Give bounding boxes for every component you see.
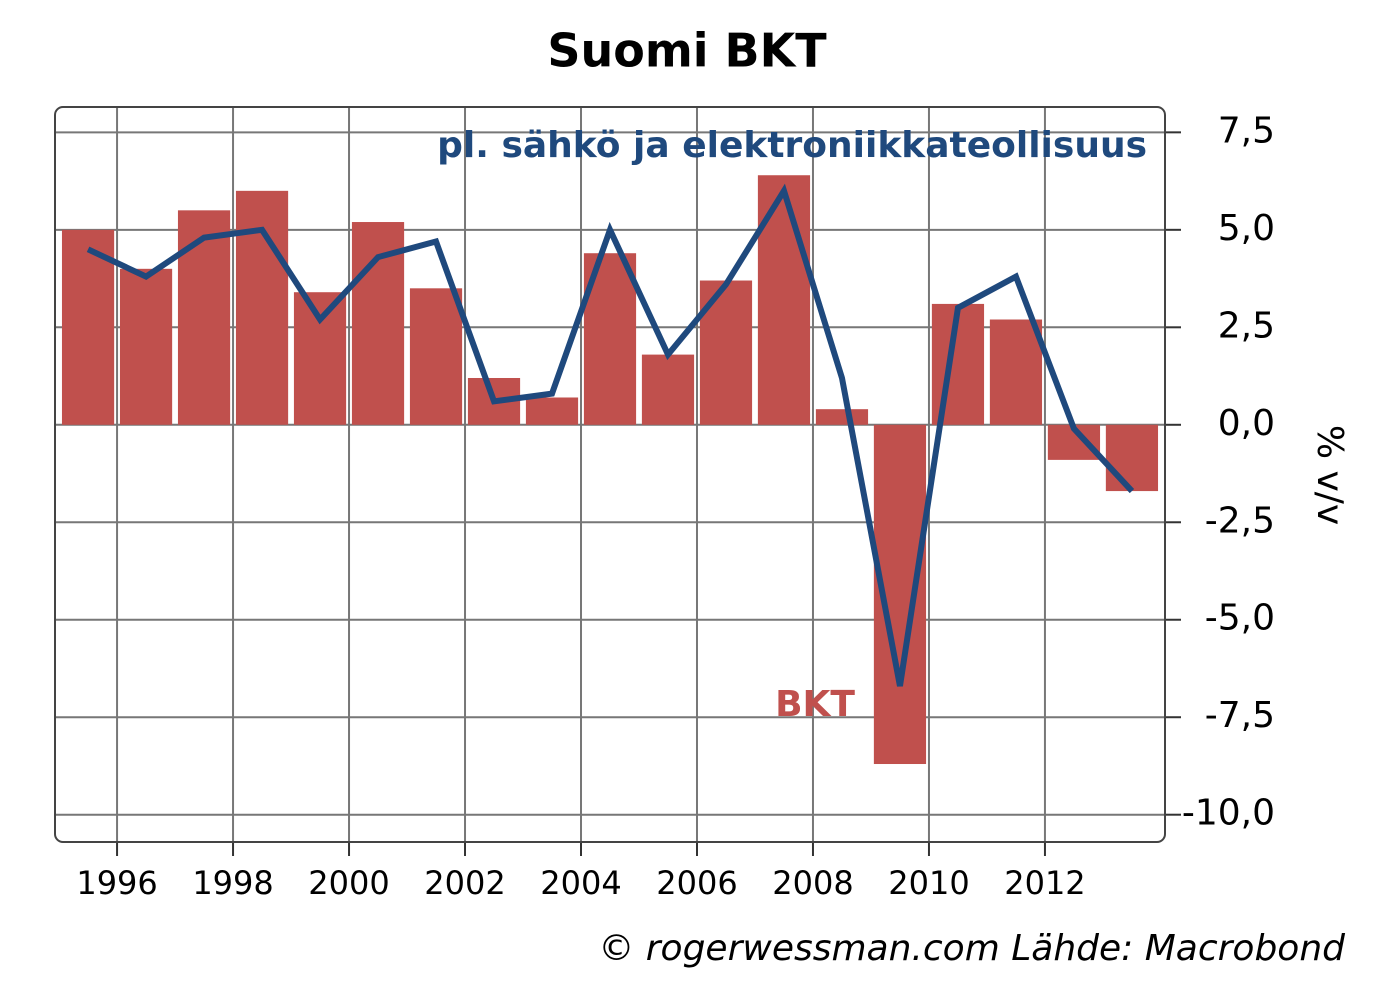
x-tick-label: 2010 xyxy=(888,864,969,902)
series-label: BKT xyxy=(775,684,855,725)
chart-title: Suomi BKT xyxy=(547,24,827,78)
y-tick-label: 7,5 xyxy=(1218,110,1275,151)
y-tick-label: -5,0 xyxy=(1205,598,1275,639)
source: © rogerwessman.com Lähde: Macrobond xyxy=(598,928,1346,969)
bar xyxy=(641,354,695,425)
bar xyxy=(757,175,811,425)
bar xyxy=(409,288,463,425)
x-tick-label: 2012 xyxy=(1004,864,1085,902)
series-label: pl. sähkö ja elektroniikkateollisuus xyxy=(437,125,1147,166)
y-axis-label: % v/v xyxy=(1309,425,1350,525)
x-tick-label: 2008 xyxy=(772,864,853,902)
bar xyxy=(293,292,347,425)
y-tick-label: -7,5 xyxy=(1205,695,1275,736)
y-tick-label: 5,0 xyxy=(1218,208,1275,249)
x-tick-label: 2004 xyxy=(540,864,621,902)
bar xyxy=(525,397,579,425)
y-tick-label: -2,5 xyxy=(1205,500,1275,541)
bar xyxy=(177,210,231,425)
y-tick-label: 0,0 xyxy=(1218,403,1275,444)
line xyxy=(86,183,1135,687)
bar xyxy=(61,229,115,425)
bar xyxy=(235,190,289,425)
bar xyxy=(119,268,173,425)
x-tick-label: 1998 xyxy=(192,864,273,902)
x-tick-label: 2006 xyxy=(656,864,737,902)
bar xyxy=(1105,424,1159,492)
y-tick-label: -10,0 xyxy=(1182,793,1275,834)
bar xyxy=(815,409,869,425)
x-tick-label: 2000 xyxy=(308,864,389,902)
x-tick-label: 2002 xyxy=(424,864,505,902)
bar xyxy=(989,319,1043,425)
plot-frame xyxy=(54,106,1166,843)
x-tick-label: 1996 xyxy=(76,864,157,902)
y-tick-label: 2,5 xyxy=(1218,305,1275,346)
